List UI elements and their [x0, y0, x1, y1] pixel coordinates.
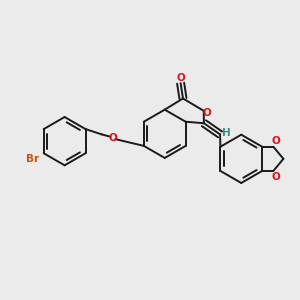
Text: O: O [272, 136, 281, 146]
Text: O: O [203, 108, 212, 118]
Text: H: H [222, 128, 231, 138]
Text: Br: Br [26, 154, 39, 164]
Text: O: O [272, 172, 281, 182]
Text: O: O [177, 73, 186, 83]
Text: O: O [109, 133, 117, 143]
